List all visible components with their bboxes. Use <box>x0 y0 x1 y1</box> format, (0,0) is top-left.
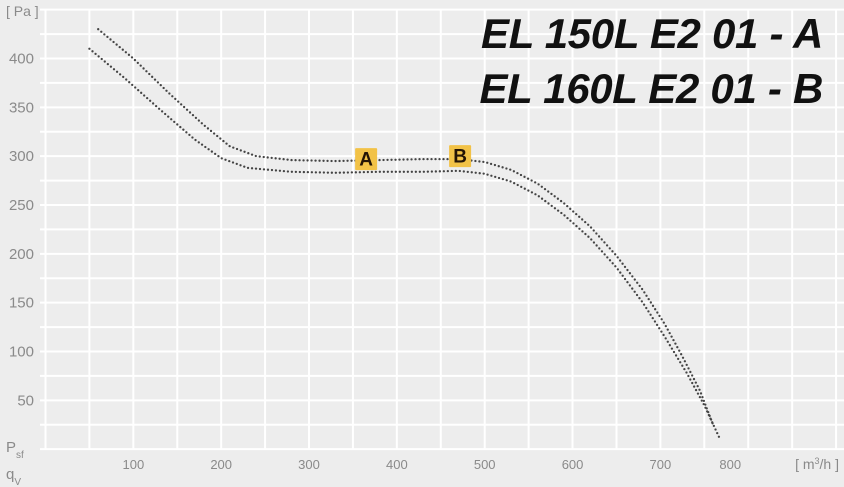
svg-text:EL 150L E2 01 - A: EL 150L E2 01 - A <box>481 10 823 57</box>
svg-text:200: 200 <box>210 457 232 472</box>
svg-text:700: 700 <box>650 457 672 472</box>
svg-text:150: 150 <box>9 295 34 312</box>
svg-text:300: 300 <box>298 457 320 472</box>
svg-text:600: 600 <box>562 457 584 472</box>
svg-text:EL 160L E2 01 - B: EL 160L E2 01 - B <box>479 65 823 112</box>
svg-text:B: B <box>453 147 467 168</box>
svg-text:400: 400 <box>386 457 408 472</box>
svg-text:[ Pa ]: [ Pa ] <box>6 3 39 19</box>
svg-text:800: 800 <box>719 457 741 472</box>
svg-text:400: 400 <box>9 51 34 68</box>
svg-text:250: 250 <box>9 197 34 214</box>
svg-text:[ m3/h ]: [ m3/h ] <box>795 456 839 472</box>
svg-text:Psf: Psf <box>6 439 24 461</box>
svg-text:500: 500 <box>474 457 496 472</box>
svg-text:100: 100 <box>122 457 144 472</box>
svg-text:200: 200 <box>9 246 34 263</box>
svg-text:350: 350 <box>9 99 34 116</box>
svg-text:qV: qV <box>6 466 21 487</box>
svg-text:50: 50 <box>17 392 34 409</box>
svg-text:100: 100 <box>9 343 34 360</box>
svg-text:300: 300 <box>9 148 34 165</box>
svg-text:A: A <box>359 150 373 171</box>
